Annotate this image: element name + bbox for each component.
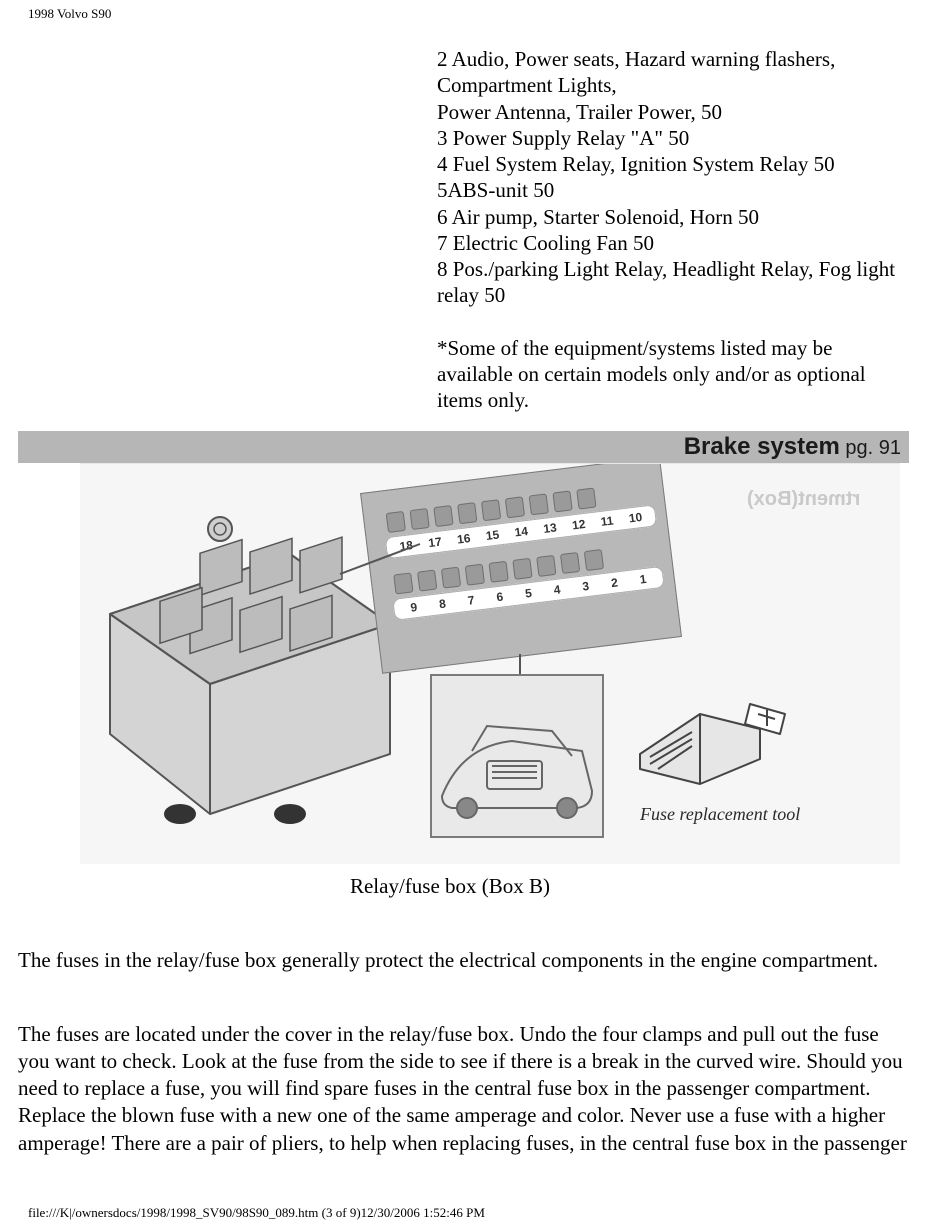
- footnote: *Some of the equipment/systems listed ma…: [437, 335, 897, 414]
- figure-caption: Relay/fuse box (Box B): [0, 874, 900, 899]
- fuse-item: 4 Fuel System Relay, Ignition System Rel…: [437, 151, 897, 177]
- car-location-inset: [430, 674, 604, 838]
- fuse-tool-label: Fuse replacement tool: [640, 804, 800, 825]
- fuse-item: 2 Audio, Power seats, Hazard warning fla…: [437, 46, 897, 99]
- section-heading-bar: Brake system pg. 91: [18, 431, 909, 463]
- fuse-item: 8 Pos./parking Light Relay, Headlight Re…: [437, 256, 897, 309]
- fuse-item: 6 Air pump, Starter Solenoid, Horn 50: [437, 204, 897, 230]
- fuse-item: 7 Electric Cooling Fan 50: [437, 230, 897, 256]
- body-paragraph-2: The fuses are located under the cover in…: [18, 1021, 909, 1157]
- fuse-list: 2 Audio, Power seats, Hazard warning fla…: [437, 46, 897, 309]
- body-paragraph-1: The fuses in the relay/fuse box generall…: [18, 947, 909, 974]
- figure-container: rtment(Box): [80, 463, 900, 899]
- fuse-item: 3 Power Supply Relay "A" 50: [437, 125, 897, 151]
- section-title: Brake system: [684, 433, 840, 460]
- section-page: pg. 91: [845, 437, 901, 459]
- page-header: 1998 Volvo S90: [0, 0, 927, 22]
- fuse-tool-illustration: [630, 684, 800, 794]
- page-footer: file:///K|/ownersdocs/1998/1998_SV90/98S…: [28, 1205, 927, 1231]
- fuse-item: Power Antenna, Trailer Power, 50: [437, 99, 897, 125]
- fuse-item: 5ABS-unit 50: [437, 177, 897, 203]
- relay-fuse-box-figure: rtment(Box): [80, 463, 900, 864]
